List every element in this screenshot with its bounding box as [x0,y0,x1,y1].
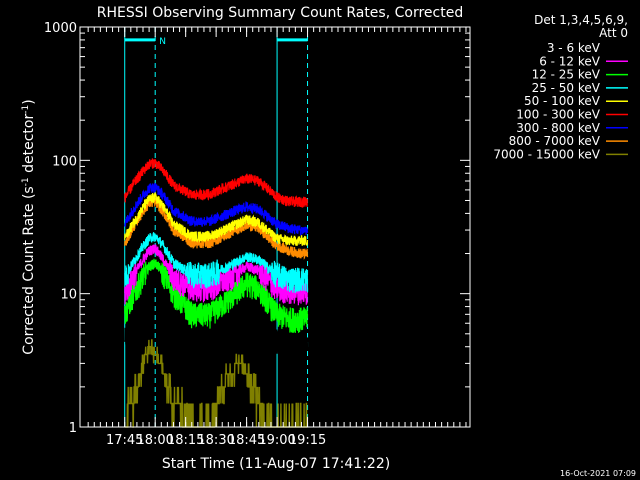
legend-header-line-2: Att 0 [599,26,628,40]
legend-entry-label: 6 - 12 keV [539,54,601,68]
y-axis-label-part-2: detector [21,114,37,178]
chart-title: RHESSI Observing Summary Count Rates, Co… [97,5,463,21]
timestamp: 16-Oct-2021 07:09 [560,469,636,478]
night-markers: N [124,27,309,427]
series-line [124,264,309,355]
y-axis-label-sup-2: -1 [21,105,31,114]
y-axis-label: Corrected Count Rate (s-1 detector-1) [21,99,37,354]
x-axis-label: Start Time (11-Aug-07 17:41:22) [162,456,390,472]
x-tick-label: 18:15 [167,433,204,448]
x-tick-label: 18:30 [197,433,234,448]
series-line [124,195,309,260]
x-tick-label: 18:45 [228,433,265,448]
night-marker-label: N [159,37,166,47]
series-line [124,192,309,247]
x-tick-label: 19:00 [258,433,295,448]
plot-frame [79,26,471,428]
legend-entry-label: 100 - 300 keV [516,108,600,122]
y-tick-label: 1 [69,421,77,436]
legend-entry-label: 3 - 6 keV [547,41,601,55]
legend-entry-label: 12 - 25 keV [532,68,601,82]
series-line [124,183,309,236]
series-line [124,258,309,333]
y-tick-label: 1000 [44,21,77,36]
legend-entry-label: 25 - 50 keV [532,81,601,95]
y-axis-label-part-1: Corrected Count Rate (s [21,186,37,354]
x-tick-label: 19:15 [289,433,326,448]
legend-entry-label: 300 - 800 keV [516,121,600,135]
legend-entry-label: 800 - 7000 keV [509,134,601,148]
y-tick-label: 10 [60,288,77,303]
y-axis-label-part-3: ) [21,99,37,104]
legend-header-line-1: Det 1,3,4,5,6,9, [534,13,628,27]
series-line [124,232,309,293]
y-axis: 1 10 100 1000 [44,21,470,436]
y-axis-label-sup-1: -1 [21,177,31,186]
x-tick-label: 17:45 [106,433,143,448]
series-line [124,158,308,208]
legend-entry-label: 50 - 100 keV [524,94,601,108]
x-tick-label: 18:00 [136,433,173,448]
legend-entry-label: 7000 - 15000 keV [493,147,600,161]
y-tick-label: 100 [52,154,77,169]
